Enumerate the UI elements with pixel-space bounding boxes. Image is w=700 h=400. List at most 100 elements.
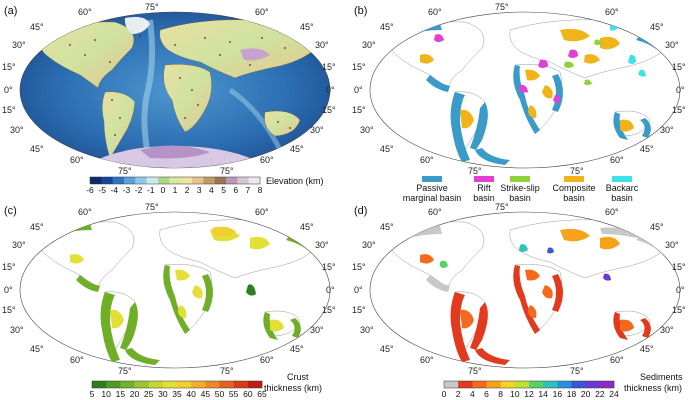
lat-label: 45° [640,144,654,154]
lat-label: 15° [352,262,366,272]
lat-label: 0° [354,85,363,95]
lat-label: 30° [310,125,324,135]
colorbar-swatch [112,177,125,184]
legend-label: Rift [477,183,491,193]
elevation-colorbar-title: Elevation (km) [266,176,324,186]
colorbar-tick-label: -2 [135,185,143,195]
panel-label-c: (c) [4,205,17,217]
lon-label: 75° [495,202,509,212]
lat-label: 30° [665,240,679,250]
colorbar-tick-label: 55 [229,389,239,399]
colorbar-tick-label: 45 [201,389,211,399]
panel-d: (d) [352,202,686,399]
lat-label: 45° [290,144,304,154]
colorbar-swatch [247,381,263,388]
colorbar-tick-label: 8 [498,389,503,399]
colorbar-tick-label: 8 [258,185,263,195]
lat-label: 60° [70,155,84,165]
lat-label: 60° [610,155,624,165]
colorbar-tick-label: 0 [160,185,165,195]
lat-label: 15° [2,105,16,115]
crust-colorbar: 5 10 15 20 25 30 35 40 45 50 55 60 65 [90,380,267,399]
colorbar-tick-label: 25 [144,389,154,399]
colorbar-swatch [219,381,234,388]
legend-swatch [564,176,584,182]
colorbar-frame [89,176,261,185]
lon-label: 75° [220,366,234,376]
lon-label: 75° [145,2,159,12]
colorbar-swatch [237,177,249,184]
colorbar-swatch [203,177,215,184]
lon-label: 75° [220,166,234,176]
lon-label: 75° [118,366,132,376]
lat-label: 0° [676,85,685,95]
colorbar-tick-label: 18 [567,389,577,399]
colorbar-swatch [162,381,178,388]
lat-label: 60° [420,355,434,365]
lat-label: 30° [10,125,24,135]
colorbar-tick-label: 5 [221,185,226,195]
legend-label: Strike-slip [500,183,540,193]
colorbar-tick-label: 5 [90,389,95,399]
lat-label: 15° [672,262,686,272]
lon-label: 75° [468,366,482,376]
colorbar-swatch [486,381,501,388]
lat-label: 45° [650,222,664,232]
legend-label-2: basin [563,193,585,203]
colorbar-tick-label: 1 [173,185,178,195]
lat-label: 45° [30,344,44,354]
colorbar-tick-label: 16 [553,389,563,399]
crust-thickness-map [19,211,331,369]
colorbar-tick-label: 14 [538,389,548,399]
lat-label: 15° [2,62,16,72]
lat-label: 45° [380,144,394,154]
lat-label: 45° [30,144,44,154]
colorbar-swatch [120,381,135,388]
colorbar-swatch [571,381,586,388]
lat-label: 45° [300,22,314,32]
lat-label: 45° [380,22,394,32]
colorbar-tick-label: 3 [197,185,202,195]
colorbar-tick-label: -1 [147,185,155,195]
colorbar-tick-label: 4 [209,185,214,195]
colorbar-swatch [543,381,558,388]
legend-swatch [510,176,530,182]
lat-label: 15° [322,105,336,115]
colorbar-swatch [226,177,238,184]
lon-label: 75° [570,166,584,176]
panel-label-a: (a) [4,5,17,17]
lat-label: 15° [672,62,686,72]
lon-label: 75° [570,366,584,376]
lat-label: 60° [605,207,619,217]
colorbar-swatch [92,381,107,388]
colorbar-frame [91,380,263,389]
sediment-margins [450,265,651,365]
lat-label: 45° [640,344,654,354]
colorbar-swatch [248,177,261,184]
colorbar-tick-label: 20 [130,389,140,399]
legend-label: Backarc [606,183,639,193]
lat-label: 30° [12,240,26,250]
lat-label: 30° [665,40,679,50]
lat-label: 60° [78,7,92,17]
colorbar-tick-label: -4 [111,185,119,195]
lat-label: 60° [605,7,619,17]
lat-label: 0° [4,85,13,95]
lat-label: 60° [78,207,92,217]
colorbar-swatch [124,177,136,184]
lat-label: 15° [322,62,336,72]
lat-label: 45° [300,222,314,232]
colorbar-tick-label: -6 [86,185,94,195]
colorbar-tick-label: 4 [470,389,475,399]
colorbar-swatch [90,177,102,184]
lat-label: 60° [260,155,274,165]
legend-label: Passive [416,183,448,193]
panel-label-b: (b) [354,5,367,17]
colorbar-swatch [458,381,473,388]
crust-colorbar-title: Crust [287,372,309,382]
colorbar-frame [443,380,615,389]
colorbar-tick-label: 0 [442,389,447,399]
colorbar-tick-label: -5 [98,185,106,195]
colorbar-swatch [205,381,220,388]
